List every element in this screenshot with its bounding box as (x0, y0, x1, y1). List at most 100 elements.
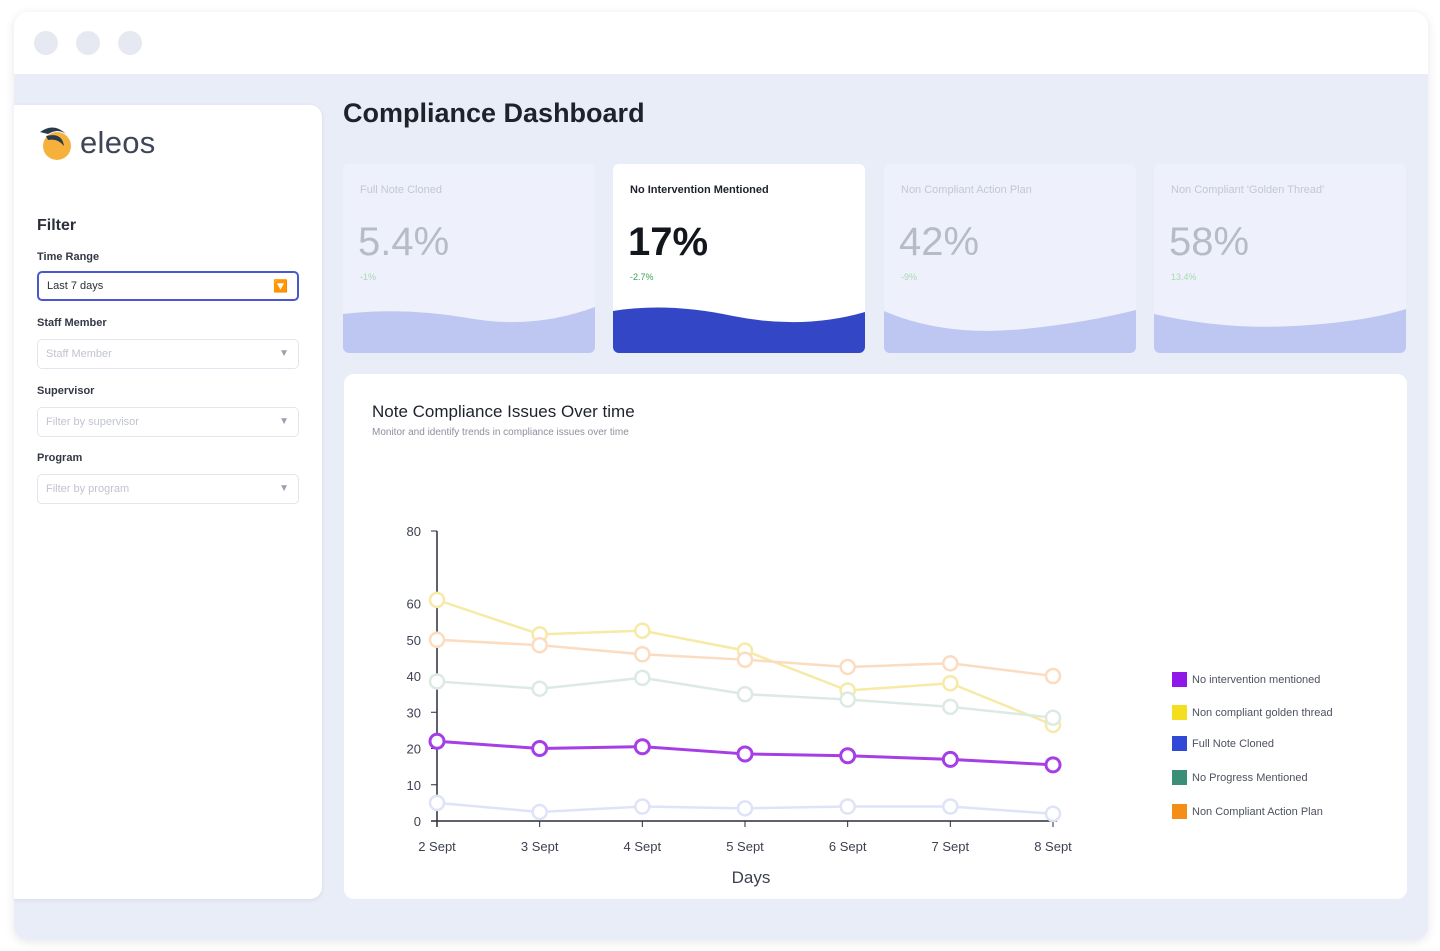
y-tick-label: 20 (407, 742, 421, 757)
eleos-logo[interactable]: eleos (36, 123, 156, 163)
legend-item[interactable]: No intervention mentioned (1172, 672, 1320, 687)
y-tick-label: 60 (407, 597, 421, 612)
data-point (531, 740, 549, 757)
time-range-select[interactable]: Last 7 days 🔽 (37, 271, 299, 301)
metric-card-delta: 13.4% (1171, 272, 1197, 282)
y-tick-label: 0 (414, 814, 421, 829)
legend-item[interactable]: Non compliant golden thread (1172, 705, 1333, 720)
metric-card-wave (1154, 309, 1406, 353)
data-point (1044, 805, 1062, 822)
metric-card[interactable]: No Intervention Mentioned 17% -2.7% (613, 164, 865, 353)
data-point (428, 732, 446, 750)
window-control-close[interactable] (34, 31, 58, 55)
x-tick-label: 7 Sept (932, 839, 970, 854)
legend-swatch (1172, 770, 1187, 785)
y-tick-label: 10 (407, 778, 421, 793)
data-point (634, 646, 651, 663)
legend-label: No Progress Mentioned (1192, 771, 1308, 784)
metric-card-label: No Intervention Mentioned (630, 184, 769, 196)
legend-label: Full Note Cloned (1192, 737, 1274, 750)
program-select[interactable]: Filter by program ▼ (37, 474, 299, 504)
y-tick-label: 40 (407, 669, 421, 684)
compliance-chart-panel: Note Compliance Issues Over time Monitor… (344, 374, 1407, 899)
x-tick-label: 5 Sept (726, 839, 764, 854)
data-point (634, 622, 651, 639)
chevron-down-icon: ▼ (279, 348, 289, 359)
supervisor-label: Supervisor (37, 385, 95, 397)
y-tick-label: 80 (407, 524, 421, 539)
line-chart: 0 10 20 30 40 50 60 80 2 Sept 3 Sept 4 Sept 5 Sept 6… (407, 524, 1073, 887)
data-point (428, 673, 446, 690)
data-point (839, 798, 856, 815)
x-tick-label: 3 Sept (521, 839, 559, 854)
legend-label: Non Compliant Action Plan (1192, 805, 1323, 818)
legend-swatch (1172, 804, 1187, 819)
filter-funnel-icon: 🔽 (273, 279, 288, 293)
program-placeholder: Filter by program (46, 483, 130, 495)
data-point (942, 675, 959, 692)
metric-card-delta: -9% (901, 272, 918, 282)
data-point (531, 636, 548, 654)
metric-card-wave (613, 307, 865, 353)
legend-item[interactable]: Non Compliant Action Plan (1172, 804, 1323, 819)
data-point (942, 698, 959, 716)
metric-card-label: Full Note Cloned (360, 184, 442, 196)
staff-member-label: Staff Member (37, 317, 107, 329)
window-control-minimize[interactable] (76, 31, 100, 55)
legend-item[interactable]: No Progress Mentioned (1172, 770, 1308, 785)
data-point (839, 658, 856, 676)
data-point (941, 750, 959, 768)
time-range-value: Last 7 days (47, 280, 104, 292)
page-title: Compliance Dashboard (343, 98, 645, 128)
legend-swatch (1172, 672, 1187, 687)
data-point (1044, 756, 1062, 774)
data-point (736, 685, 754, 703)
data-point (428, 591, 446, 609)
metric-card-wave (884, 310, 1136, 353)
time-range-label: Time Range (37, 251, 100, 263)
metric-card-delta: -1% (360, 272, 377, 282)
metric-card-delta: -2.7% (630, 272, 654, 282)
metric-card-label: Non Compliant 'Golden Thread' (1171, 184, 1325, 196)
data-point (839, 747, 857, 765)
chart-title: Note Compliance Issues Over time (372, 402, 635, 421)
metric-card-label: Non Compliant Action Plan (901, 184, 1032, 196)
program-label: Program (37, 452, 83, 464)
metric-card[interactable]: Non Compliant 'Golden Thread' 58% 13.4% (1154, 164, 1406, 353)
y-tick-label: 50 (407, 633, 421, 648)
filter-title: Filter (37, 217, 77, 234)
app-window: eleos Filter Time Range Last 7 days 🔽 St… (14, 12, 1428, 940)
metric-card[interactable]: Full Note Cloned 5.4% -1% (343, 164, 595, 353)
metric-card-wave (343, 307, 595, 353)
y-tick-label: 30 (407, 705, 421, 720)
filter-sidebar: eleos Filter Time Range Last 7 days 🔽 St… (14, 105, 322, 899)
data-point (428, 794, 446, 812)
data-point (736, 651, 754, 668)
x-tick-label: 4 Sept (624, 839, 662, 854)
staff-member-select[interactable]: Staff Member ▼ (37, 339, 299, 369)
data-point (634, 798, 651, 815)
data-point (634, 669, 651, 687)
metric-card[interactable]: Non Compliant Action Plan 42% -9% (884, 164, 1136, 353)
data-point (736, 745, 754, 763)
window-control-maximize[interactable] (118, 31, 142, 55)
metric-card-value: 5.4% (358, 220, 450, 264)
legend-label: No intervention mentioned (1192, 673, 1321, 686)
chart-subtitle: Monitor and identify trends in complianc… (372, 427, 629, 438)
window-titlebar (14, 12, 1428, 74)
x-tick-label: 2 Sept (418, 839, 456, 854)
legend-item[interactable]: Full Note Cloned (1172, 736, 1274, 751)
x-tick-label: 8 Sept (1034, 839, 1072, 854)
data-point (428, 631, 446, 648)
supervisor-select[interactable]: Filter by supervisor ▼ (37, 407, 299, 437)
x-tick-label: 6 Sept (829, 839, 867, 854)
data-point (839, 691, 856, 708)
chevron-down-icon: ▼ (279, 483, 289, 494)
data-point (531, 680, 548, 697)
data-point (942, 655, 959, 672)
metric-card-value: 58% (1169, 220, 1250, 264)
legend-label: Non compliant golden thread (1192, 706, 1333, 719)
chevron-down-icon: ▼ (279, 416, 289, 427)
logo-text: eleos (80, 125, 156, 160)
staff-member-placeholder: Staff Member (46, 348, 112, 360)
